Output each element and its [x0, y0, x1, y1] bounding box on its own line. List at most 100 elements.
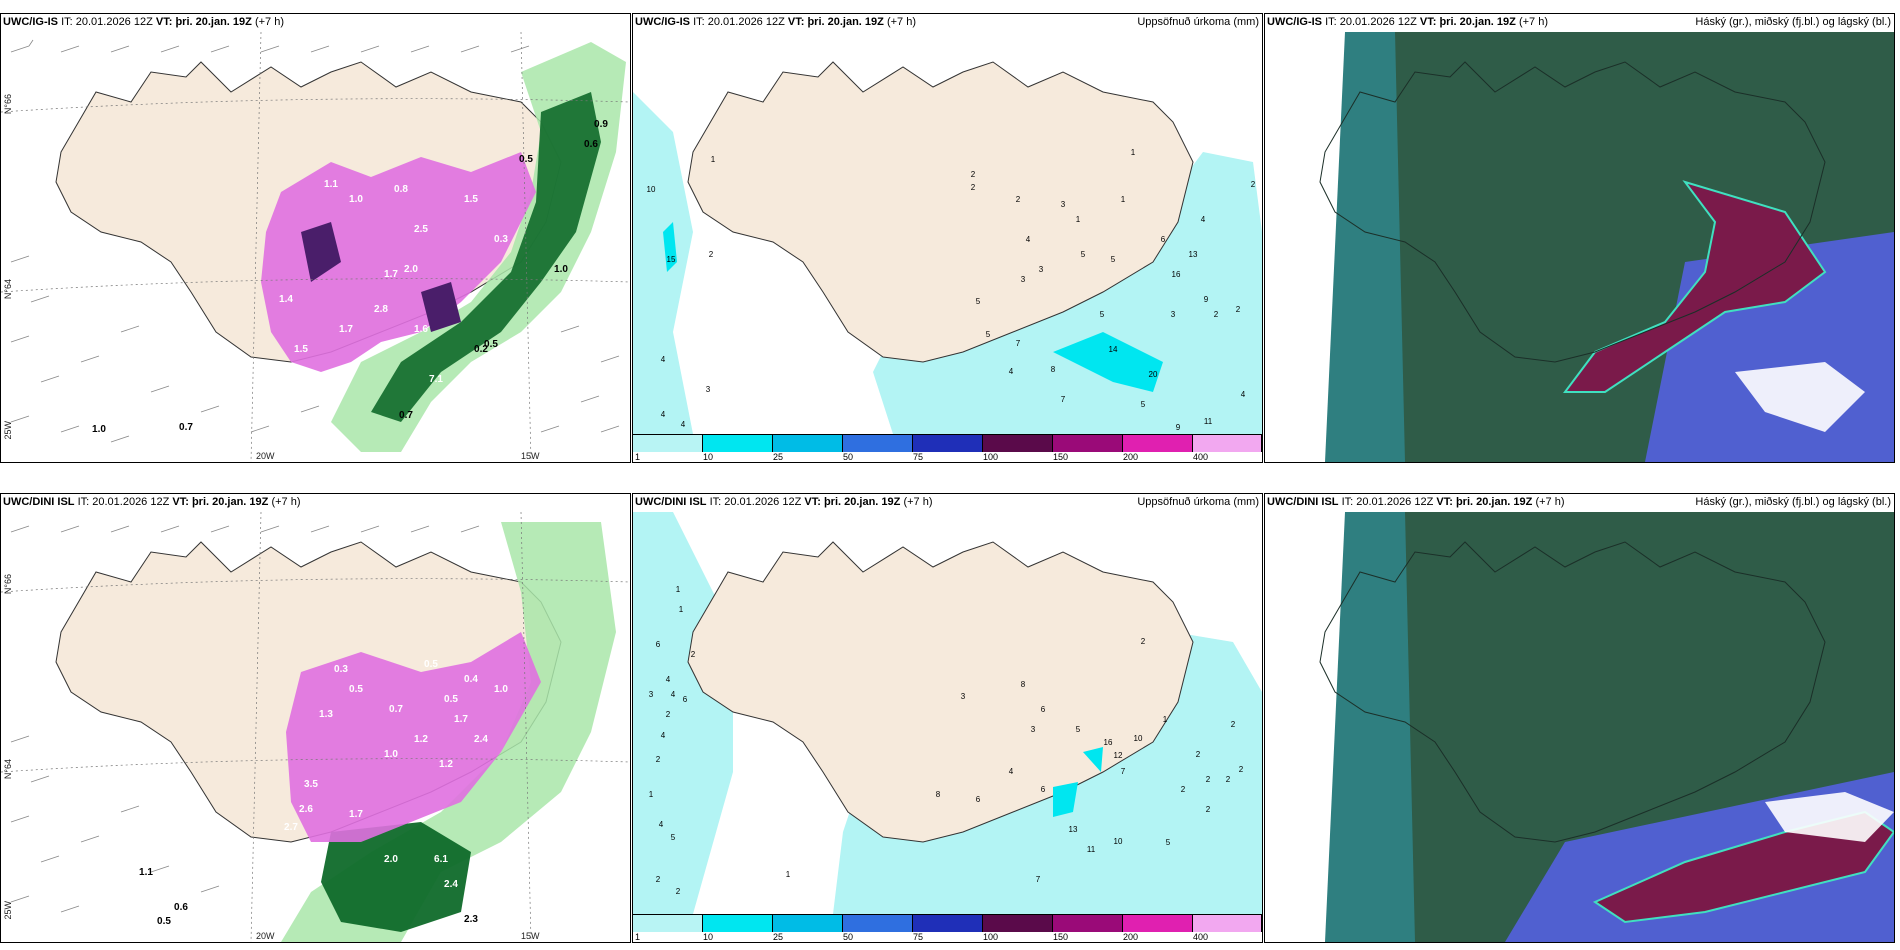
value-label: 1.5 [294, 344, 308, 355]
accum-precip-map: 1 1 6 2 3 4 4 6 2 4 2 1 1 2 2 4 5 3 8 6 [633, 512, 1262, 914]
value-label: 4 [1009, 767, 1014, 776]
value-label: 1.7 [349, 809, 363, 820]
panel-ig-wind-precip: UWC/IG-IS IT: 20.01.2026 12Z VT: þri. 20… [0, 13, 631, 463]
value-label: 2 [1239, 765, 1244, 774]
colorbar-swatch [983, 914, 1053, 932]
panel-ig-clouds: UWC/IG-IS IT: 20.01.2026 12Z VT: þri. 20… [1264, 13, 1895, 463]
value-label: 8 [1051, 365, 1056, 374]
colorbar-swatch [703, 914, 773, 932]
value-label: 6 [683, 695, 688, 704]
value-label: 6.1 [434, 854, 448, 865]
value-label: 13 [1189, 250, 1198, 259]
snow-deep-area [301, 222, 461, 332]
value-label: 4 [1201, 215, 1206, 224]
value-label: 13 [1069, 825, 1078, 834]
value-label: 5 [986, 330, 991, 339]
value-label: 2.8 [374, 304, 388, 315]
value-label: 7 [1121, 767, 1126, 776]
value-label: 2 [971, 170, 976, 179]
value-label: 10 [1134, 734, 1143, 743]
colorbar-swatch [1123, 914, 1193, 932]
graticule [1, 512, 630, 942]
value-label: 2 [1231, 720, 1236, 729]
value-label: 5 [1081, 250, 1086, 259]
iceland-land [687, 541, 1194, 843]
value-label: 6 [656, 640, 661, 649]
value-label: 20 [1149, 370, 1158, 379]
iceland-outline [1319, 541, 1826, 843]
colorbar-label: 150 [1053, 932, 1069, 942]
value-label: 0.5 [157, 916, 171, 927]
value-label: 2 [676, 887, 681, 896]
panel-subtitle: Háský (gr.), miðský (fj.bl.) og lágský (… [1695, 496, 1891, 508]
colorbar-label: 400 [1193, 932, 1209, 942]
value-label: 3 [649, 690, 654, 699]
value-label: 1.0 [384, 749, 398, 760]
panel-subtitle: Uppsöfnuð úrkoma (mm) [1137, 496, 1259, 508]
colorbar-swatch [913, 914, 983, 932]
value-label: 8 [936, 790, 941, 799]
colorbar-label: 150 [1053, 452, 1069, 462]
wind-precip-map: 0.3 0.5 1.3 1.2 0.7 0.5 1.0 1.2 1.7 2.4 … [1, 512, 630, 942]
value-label: 1.7 [339, 324, 353, 335]
value-label: 1.0 [349, 194, 363, 205]
precip-light-area [633, 92, 693, 434]
value-label: 4 [1241, 390, 1246, 399]
value-label: 9 [1204, 295, 1209, 304]
value-label: 1 [679, 605, 684, 614]
lat-label-top: N°66 [3, 94, 13, 115]
value-label: 12 [1114, 751, 1123, 760]
value-label: 1.3 [319, 709, 333, 720]
colorbar-label: 75 [913, 452, 924, 462]
colorbar-label: 1 [635, 932, 641, 942]
wind-barbs [10, 39, 620, 443]
panel-subtitle: Háský (gr.), miðský (fj.bl.) og lágský (… [1695, 16, 1891, 28]
value-label: 6 [1161, 235, 1166, 244]
value-label: 0.3 [334, 664, 348, 675]
value-label: 2.8 [279, 844, 293, 855]
value-label: 1 [711, 155, 716, 164]
value-label: 6 [1041, 705, 1046, 714]
colorbar-label: 25 [773, 452, 784, 462]
value-label: 5 [671, 833, 676, 842]
value-label: 2 [1206, 805, 1211, 814]
value-label: 2 [1236, 305, 1241, 314]
panel1-labels: 1.1 1.0 0.8 2.5 1.5 1.7 1.4 2.0 2.8 1.7 … [92, 119, 608, 435]
colorbar-swatch [703, 434, 773, 452]
colorbar-label: 10 [703, 932, 714, 942]
precip-core [1053, 332, 1163, 392]
panel-ig-accum-precip: UWC/IG-IS IT: 20.01.2026 12Z VT: þri. 20… [632, 13, 1263, 463]
colorbar-label: 50 [843, 932, 854, 942]
value-label: 2 [971, 183, 976, 192]
value-label: 0.6 [174, 902, 188, 913]
value-label: 15 [667, 255, 676, 264]
value-label: 1.0 [554, 264, 568, 275]
value-label: 2.7 [284, 822, 298, 833]
colorbar-swatch [773, 434, 843, 452]
precip-cyan-spot [663, 222, 677, 272]
value-label: 3.5 [304, 779, 318, 790]
precip-cyan-patch [1053, 747, 1103, 817]
colorbar-label: 100 [983, 452, 999, 462]
precip-colorbar: 1 10 25 50 75 100 150 200 400 [633, 434, 1262, 462]
value-label: 2.3 [464, 914, 478, 925]
colorbar-swatch [1123, 434, 1193, 452]
lat-label-mid: N°64 [3, 279, 13, 300]
accum-precip-map: 1 10 15 2 4 3 4 4 2 2 2 1 1 1 3 5 5 3 4 … [633, 32, 1262, 434]
value-label: 3 [1061, 200, 1066, 209]
graticule [1, 32, 630, 462]
value-label: 16 [1104, 738, 1113, 747]
panel-title: UWC/DINI ISL IT: 20.01.2026 12Z VT: þri.… [3, 496, 301, 508]
value-label: 0.9 [594, 119, 608, 130]
value-label: 4 [661, 731, 666, 740]
colorbar-label: 400 [1193, 452, 1209, 462]
colorbar-label: 100 [983, 932, 999, 942]
value-label: 1.0 [92, 424, 106, 435]
value-label: 5 [1111, 255, 1116, 264]
value-label: 2 [691, 650, 696, 659]
colorbar-label: 25 [773, 932, 784, 942]
value-label: 3 [1171, 310, 1176, 319]
accum-precip-svg: 1 1 6 2 3 4 4 6 2 4 2 1 1 2 2 4 5 3 8 6 [633, 512, 1262, 914]
lat-label-bot: 25W [3, 901, 13, 920]
value-label: 4 [661, 410, 666, 419]
